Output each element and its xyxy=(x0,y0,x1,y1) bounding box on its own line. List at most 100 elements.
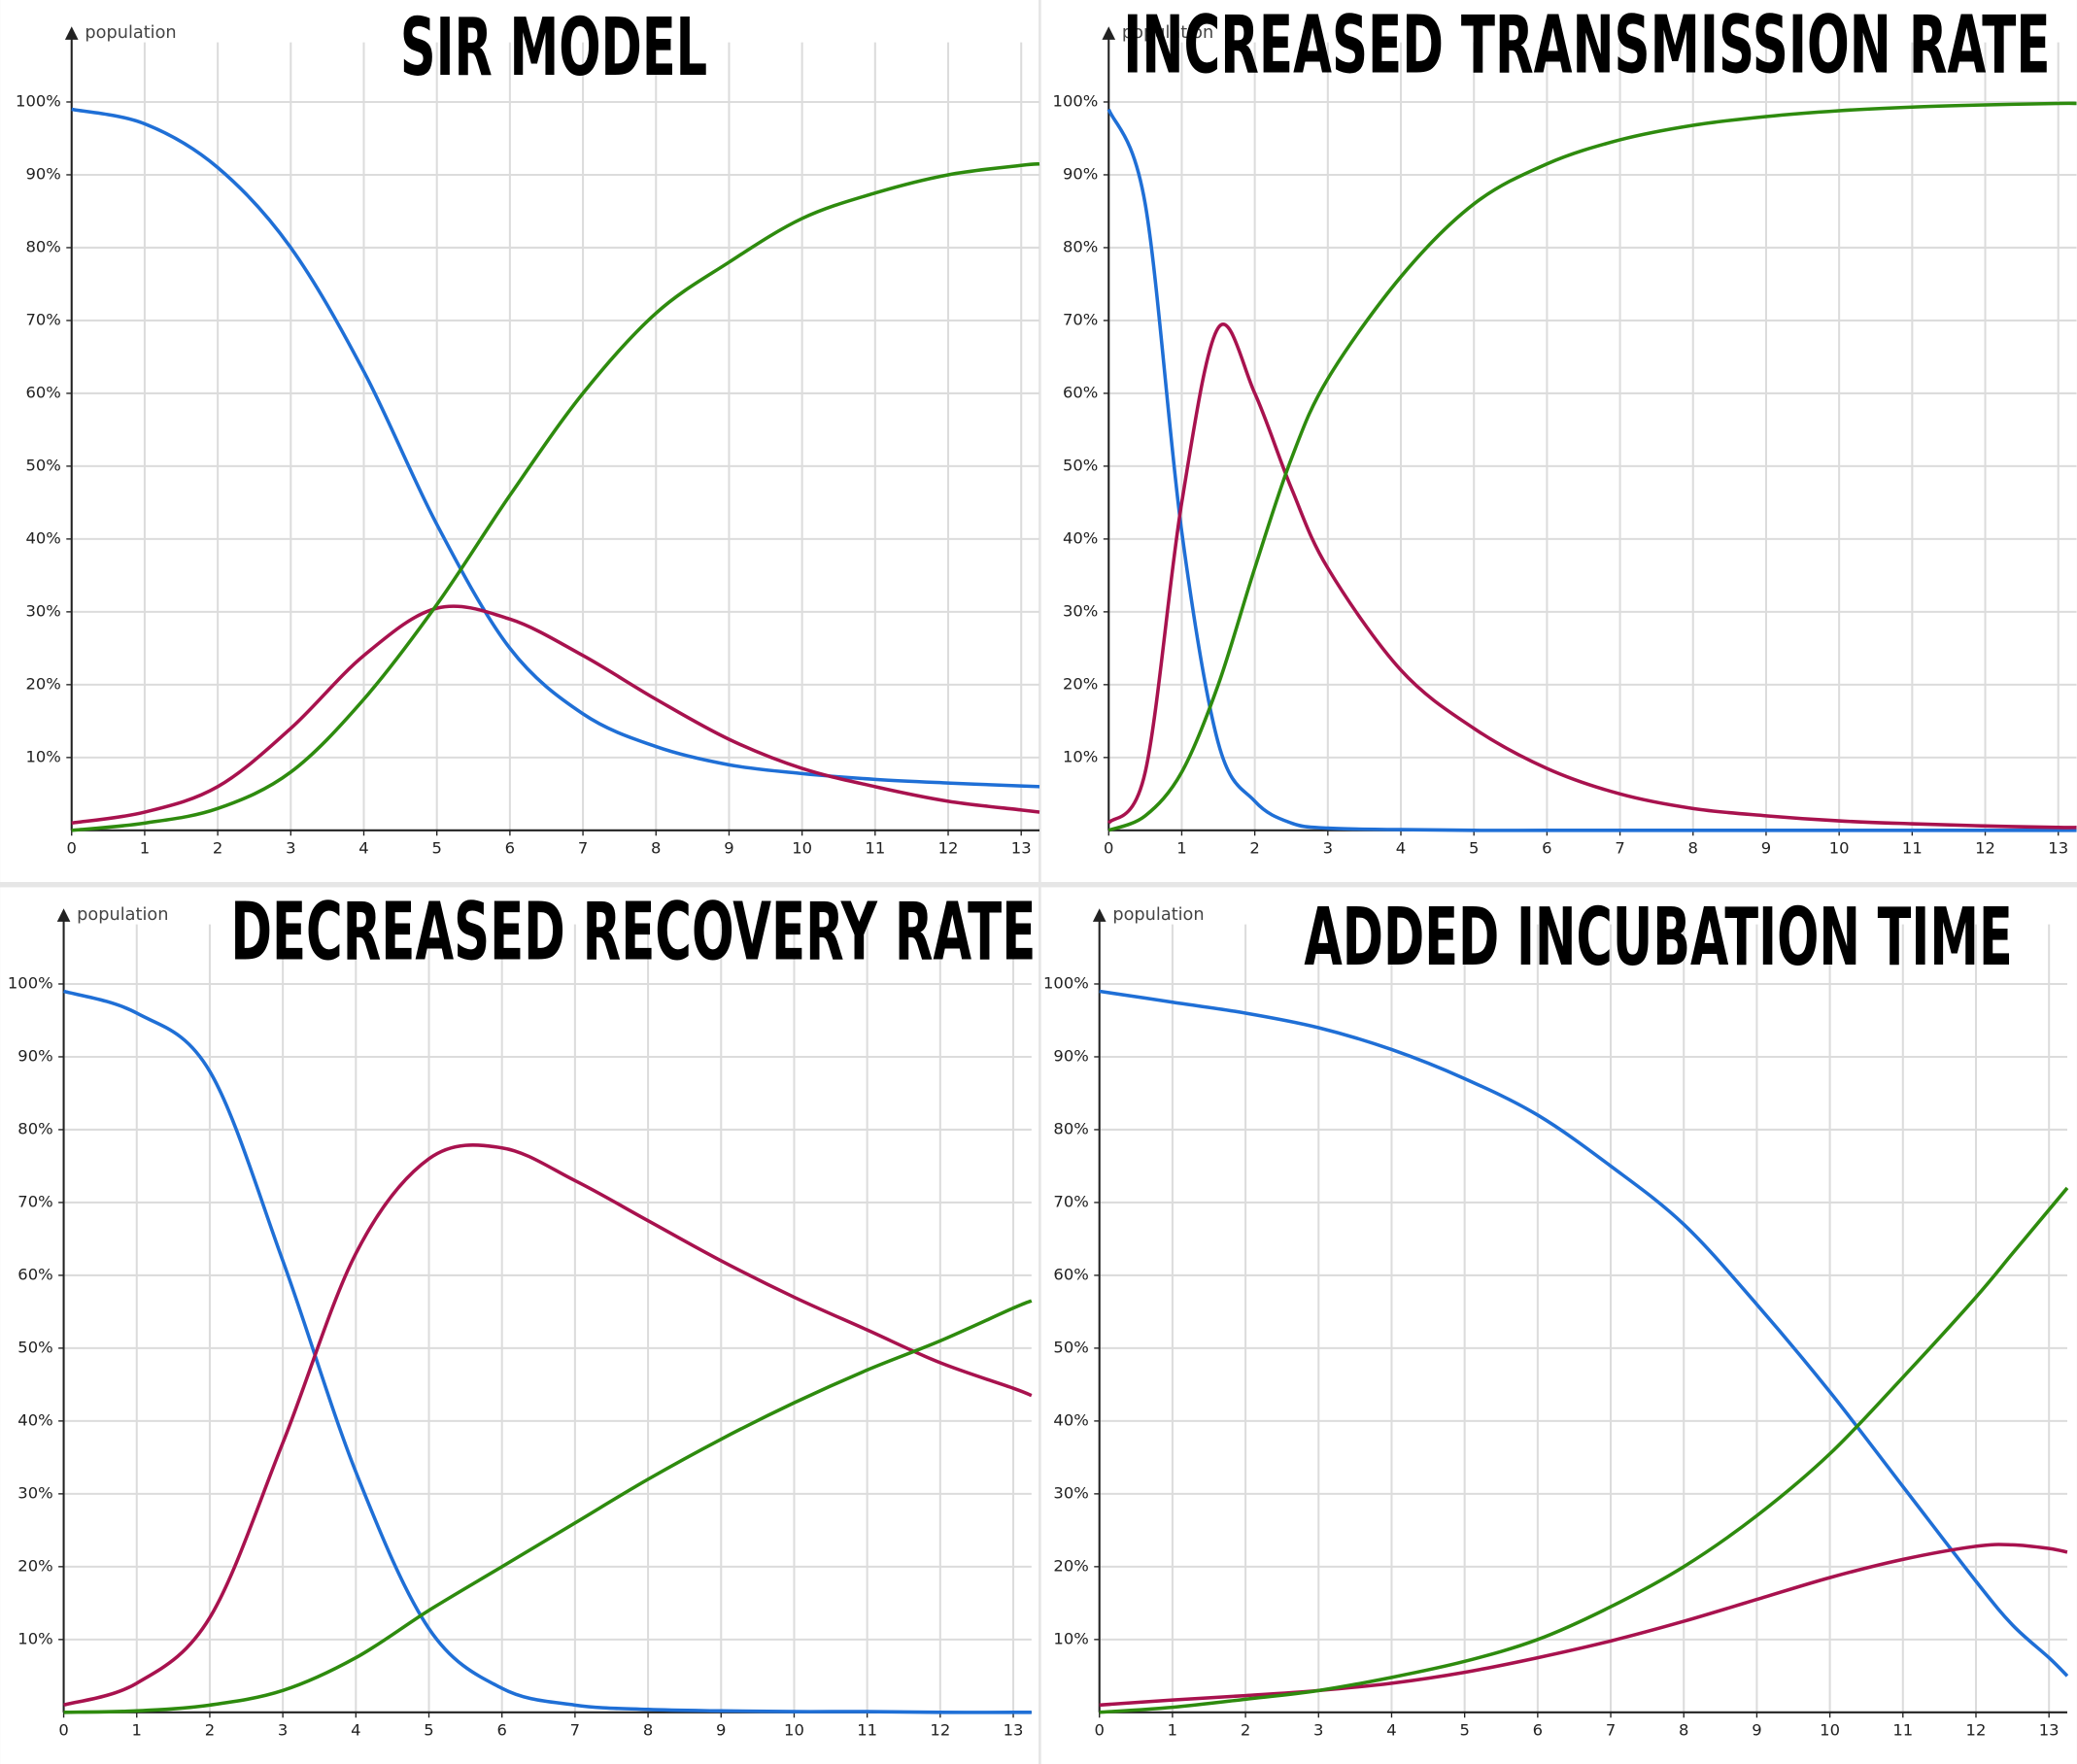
x-tick-label: 4 xyxy=(351,1720,360,1739)
x-tick-label: 11 xyxy=(857,1720,877,1739)
y-tick-label: 50% xyxy=(1063,456,1098,474)
y-tick-label: 60% xyxy=(1063,383,1098,401)
x-tick-label: 6 xyxy=(496,1720,506,1739)
x-tick-label: 1 xyxy=(1168,1720,1177,1739)
y-tick-label: 70% xyxy=(1053,1192,1088,1210)
x-tick-label: 12 xyxy=(1966,1720,1987,1739)
y-axis-arrow xyxy=(1092,908,1107,922)
x-tick-label: 1 xyxy=(132,1720,142,1739)
chart-panel: 0 1 2 3 4 5 6 7 8 9 10 11 12 1310%20%30%40%50%60%70%8… xyxy=(1040,0,2077,882)
y-tick-label: 60% xyxy=(25,383,60,401)
x-tick-label: 7 xyxy=(570,1720,580,1739)
series-line xyxy=(63,1143,1033,1708)
x-tick-label: 3 xyxy=(278,1720,288,1739)
y-tick-label: 70% xyxy=(17,1192,52,1210)
y-tick-label: 30% xyxy=(25,601,60,620)
series-line xyxy=(1099,989,2069,1678)
series-line xyxy=(1107,101,2077,832)
y-tick-label: 50% xyxy=(25,456,60,474)
y-axis-arrow xyxy=(64,26,79,40)
x-tick-label: 2 xyxy=(1249,838,1259,857)
x-tick-label: 10 xyxy=(784,1720,804,1739)
panel-background xyxy=(1040,887,2077,1764)
x-tick-label: 8 xyxy=(643,1720,653,1739)
x-tick-label: 10 xyxy=(1820,1720,1840,1739)
panel-background xyxy=(1040,0,2077,882)
series-line xyxy=(1107,108,2077,832)
series-line xyxy=(63,1299,1033,1714)
y-tick-label: 30% xyxy=(1053,1483,1088,1502)
y-tick-label: 100% xyxy=(1043,973,1089,992)
y-tick-label: 10% xyxy=(25,747,60,765)
x-tick-label: 4 xyxy=(358,838,368,857)
x-tick-label: 10 xyxy=(1829,838,1850,857)
x-tick-label: 9 xyxy=(1761,838,1771,857)
y-axis-arrow xyxy=(1102,26,1116,40)
y-axis-label: population xyxy=(1122,23,1213,43)
x-tick-label: 5 xyxy=(431,838,441,857)
x-tick-label: 6 xyxy=(1542,838,1551,857)
y-tick-label: 90% xyxy=(17,1046,52,1065)
x-tick-label: 12 xyxy=(930,1720,950,1739)
x-tick-label: 3 xyxy=(286,838,295,857)
chart-title: INCREASED TRANSMISSION RATE xyxy=(1123,0,2050,91)
y-tick-label: 100% xyxy=(16,91,61,110)
x-tick-label: 13 xyxy=(1011,838,1032,857)
x-tick-label: 11 xyxy=(865,838,885,857)
y-tick-label: 80% xyxy=(17,1119,52,1137)
x-tick-label: 9 xyxy=(716,1720,726,1739)
y-tick-label: 90% xyxy=(1063,164,1098,183)
y-tick-label: 40% xyxy=(1063,528,1098,547)
chart-panel: 0 1 2 3 4 5 6 7 8 9 10 11 12 1310%20%30%40%50%60%70%8… xyxy=(0,0,1040,882)
y-tick-label: 30% xyxy=(1063,601,1098,620)
x-tick-label: 7 xyxy=(1606,1720,1616,1739)
y-tick-label: 20% xyxy=(1053,1556,1088,1575)
x-tick-label: 7 xyxy=(1615,838,1624,857)
chart-title: DECREASED RECOVERY RATE xyxy=(230,887,1036,979)
series-line xyxy=(1099,1543,2068,1708)
x-tick-label: 2 xyxy=(205,1720,215,1739)
y-tick-label: 40% xyxy=(17,1410,52,1429)
x-tick-label: 5 xyxy=(1459,1720,1469,1739)
y-tick-label: 20% xyxy=(17,1556,52,1575)
series-line xyxy=(63,989,1032,1714)
x-tick-label: 5 xyxy=(424,1720,433,1739)
y-tick-label: 10% xyxy=(1063,747,1098,765)
y-tick-label: 50% xyxy=(1053,1338,1088,1356)
chart-panel: 0 1 2 3 4 5 6 7 8 9 10 11 12 1310%20%30%40%50%60%70%8… xyxy=(0,887,1038,1764)
x-tick-label: 1 xyxy=(140,838,150,857)
x-tick-label: 10 xyxy=(792,838,812,857)
x-tick-label: 8 xyxy=(1688,838,1698,857)
y-tick-label: 90% xyxy=(25,164,60,183)
y-tick-label: 60% xyxy=(1053,1265,1088,1283)
x-tick-label: 7 xyxy=(578,838,588,857)
y-tick-label: 40% xyxy=(1053,1410,1088,1429)
x-tick-label: 4 xyxy=(1396,838,1406,857)
y-tick-label: 100% xyxy=(8,973,53,992)
x-tick-label: 2 xyxy=(213,838,222,857)
x-tick-label: 11 xyxy=(1902,838,1923,857)
y-tick-label: 10% xyxy=(17,1629,52,1647)
y-tick-label: 20% xyxy=(1063,674,1098,693)
x-tick-label: 5 xyxy=(1469,838,1479,857)
y-tick-label: 80% xyxy=(1063,237,1098,255)
x-tick-label: 12 xyxy=(938,838,959,857)
y-tick-label: 60% xyxy=(17,1265,52,1283)
x-tick-label: 2 xyxy=(1241,1720,1250,1739)
y-axis-label: population xyxy=(77,905,168,925)
x-tick-label: 11 xyxy=(1892,1720,1913,1739)
chart-title: ADDED INCUBATION TIME xyxy=(1304,892,2012,984)
y-axis-label: population xyxy=(1112,905,1204,925)
chart-title: SIR MODEL xyxy=(400,2,707,94)
x-tick-label: 13 xyxy=(2039,1720,2060,1739)
x-tick-label: 12 xyxy=(1975,838,1995,857)
y-tick-label: 90% xyxy=(1053,1046,1088,1065)
x-tick-label: 8 xyxy=(651,838,661,857)
series-line xyxy=(1107,322,2077,830)
y-tick-label: 10% xyxy=(1053,1629,1088,1647)
series-line xyxy=(71,161,1040,832)
y-tick-label: 80% xyxy=(1053,1119,1088,1137)
panel-background xyxy=(0,0,1038,882)
